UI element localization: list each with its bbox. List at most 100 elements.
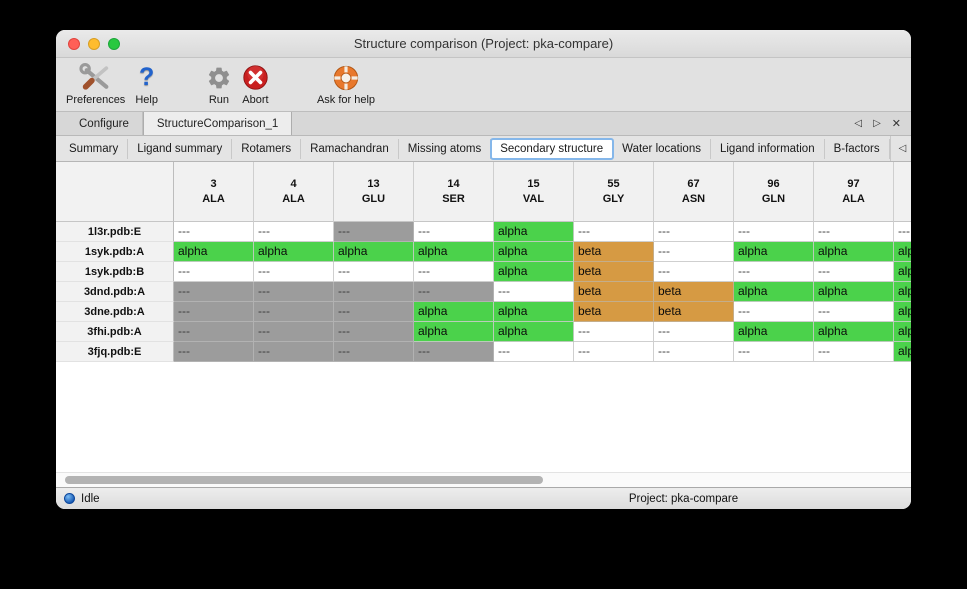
ss-cell[interactable]: alpha: [814, 282, 894, 302]
minimize-window-button[interactable]: [88, 37, 100, 50]
ss-cell[interactable]: ---: [254, 262, 334, 282]
ss-cell[interactable]: beta: [574, 242, 654, 262]
ss-cell[interactable]: ---: [414, 282, 494, 302]
column-header[interactable]: 13 GLU: [334, 162, 414, 222]
ss-cell[interactable]: alpha: [334, 242, 414, 262]
tab-configure[interactable]: Configure: [66, 112, 143, 135]
ss-cell[interactable]: ---: [254, 342, 334, 362]
ss-cell[interactable]: alpha: [414, 302, 494, 322]
ss-cell[interactable]: ---: [494, 342, 574, 362]
ss-cell[interactable]: alpha: [894, 282, 911, 302]
ss-cell[interactable]: ---: [334, 342, 414, 362]
ss-cell[interactable]: alpha: [894, 322, 911, 342]
ss-cell[interactable]: ---: [734, 222, 814, 242]
ss-cell[interactable]: alpha: [494, 222, 574, 242]
ss-cell[interactable]: ---: [174, 282, 254, 302]
column-header[interactable]: 15 VAL: [494, 162, 574, 222]
ss-cell[interactable]: ---: [174, 222, 254, 242]
ss-cell[interactable]: ---: [334, 262, 414, 282]
ss-cell[interactable]: alpha: [414, 322, 494, 342]
row-label[interactable]: 1syk.pdb:A: [56, 242, 174, 262]
ss-cell[interactable]: ---: [254, 282, 334, 302]
subtab-b-factors[interactable]: B-factors: [825, 138, 890, 159]
ss-cell[interactable]: beta: [574, 282, 654, 302]
subtab-ligand-information[interactable]: Ligand information: [711, 138, 825, 159]
ss-cell[interactable]: ---: [814, 342, 894, 362]
row-label[interactable]: 1l3r.pdb:E: [56, 222, 174, 242]
ss-cell[interactable]: ---: [254, 222, 334, 242]
ss-cell[interactable]: ---: [814, 302, 894, 322]
column-header[interactable]: 3 ALA: [174, 162, 254, 222]
ss-cell[interactable]: ---: [734, 342, 814, 362]
row-label[interactable]: 3fjq.pdb:E: [56, 342, 174, 362]
abort-button[interactable]: Abort: [242, 62, 269, 106]
ss-cell[interactable]: beta: [574, 262, 654, 282]
row-label[interactable]: 3fhi.pdb:A: [56, 322, 174, 342]
subtab-secondary-structure[interactable]: Secondary structure: [490, 137, 615, 160]
ss-cell[interactable]: alpha: [894, 342, 911, 362]
row-label[interactable]: 1syk.pdb:B: [56, 262, 174, 282]
row-label[interactable]: 3dne.pdb:A: [56, 302, 174, 322]
ss-cell[interactable]: alpha: [894, 262, 911, 282]
ss-cell[interactable]: alpha: [494, 302, 574, 322]
ss-cell[interactable]: alpha: [814, 242, 894, 262]
column-header[interactable]: [894, 162, 911, 222]
ss-cell[interactable]: alpha: [254, 242, 334, 262]
tab-scroll-right-icon[interactable]: ▷: [873, 118, 881, 129]
close-window-button[interactable]: [68, 37, 80, 50]
ss-cell[interactable]: alpha: [734, 322, 814, 342]
subtab-missing-atoms[interactable]: Missing atoms: [399, 138, 492, 159]
subtab-ramachandran[interactable]: Ramachandran: [301, 138, 399, 159]
subtab-ligand-summary[interactable]: Ligand summary: [128, 138, 233, 159]
ss-cell[interactable]: ---: [334, 282, 414, 302]
subtab-scroll-left-icon[interactable]: ◁: [889, 136, 911, 161]
row-label[interactable]: 3dnd.pdb:A: [56, 282, 174, 302]
ss-cell[interactable]: ---: [894, 222, 911, 242]
column-header[interactable]: 55 GLY: [574, 162, 654, 222]
ss-cell[interactable]: ---: [334, 322, 414, 342]
ss-cell[interactable]: alpha: [894, 242, 911, 262]
preferences-button[interactable]: Preferences: [66, 62, 125, 106]
ss-cell[interactable]: ---: [414, 222, 494, 242]
ss-cell[interactable]: ---: [334, 222, 414, 242]
ss-cell[interactable]: ---: [174, 302, 254, 322]
ss-cell[interactable]: alpha: [174, 242, 254, 262]
ss-cell[interactable]: ---: [334, 302, 414, 322]
ss-cell[interactable]: ---: [654, 342, 734, 362]
ss-cell[interactable]: beta: [654, 282, 734, 302]
ss-cell[interactable]: ---: [414, 342, 494, 362]
ss-cell[interactable]: ---: [174, 262, 254, 282]
ss-cell[interactable]: beta: [574, 302, 654, 322]
horizontal-scrollbar-thumb[interactable]: [64, 476, 544, 484]
tab-structurecomparison-1[interactable]: StructureComparison_1: [142, 112, 293, 135]
tab-close-icon[interactable]: ✕: [891, 118, 901, 130]
ss-cell[interactable]: ---: [414, 262, 494, 282]
ss-cell[interactable]: ---: [574, 342, 654, 362]
subtab-water-locations[interactable]: Water locations: [613, 138, 711, 159]
ss-cell[interactable]: ---: [254, 302, 334, 322]
column-header[interactable]: 97 ALA: [814, 162, 894, 222]
help-button[interactable]: ? Help: [135, 62, 158, 107]
ss-cell[interactable]: ---: [174, 322, 254, 342]
ss-cell[interactable]: alpha: [734, 242, 814, 262]
ss-cell[interactable]: ---: [814, 262, 894, 282]
ss-cell[interactable]: alpha: [494, 262, 574, 282]
subtab-summary[interactable]: Summary: [60, 138, 129, 159]
ss-cell[interactable]: ---: [174, 342, 254, 362]
run-button[interactable]: Run: [206, 62, 232, 106]
column-header[interactable]: 4 ALA: [254, 162, 334, 222]
subtab-rotamers[interactable]: Rotamers: [232, 138, 302, 159]
ss-cell[interactable]: ---: [734, 302, 814, 322]
ss-cell[interactable]: ---: [654, 222, 734, 242]
ss-cell[interactable]: ---: [654, 242, 734, 262]
ss-cell[interactable]: alpha: [734, 282, 814, 302]
ask-for-help-button[interactable]: Ask for help: [317, 62, 375, 106]
ss-cell[interactable]: ---: [654, 322, 734, 342]
ss-cell[interactable]: alpha: [894, 302, 911, 322]
ss-cell[interactable]: alpha: [414, 242, 494, 262]
ss-cell[interactable]: ---: [734, 262, 814, 282]
horizontal-scrollbar[interactable]: [56, 472, 911, 487]
column-header[interactable]: 67 ASN: [654, 162, 734, 222]
ss-cell[interactable]: alpha: [494, 242, 574, 262]
column-header[interactable]: 96 GLN: [734, 162, 814, 222]
